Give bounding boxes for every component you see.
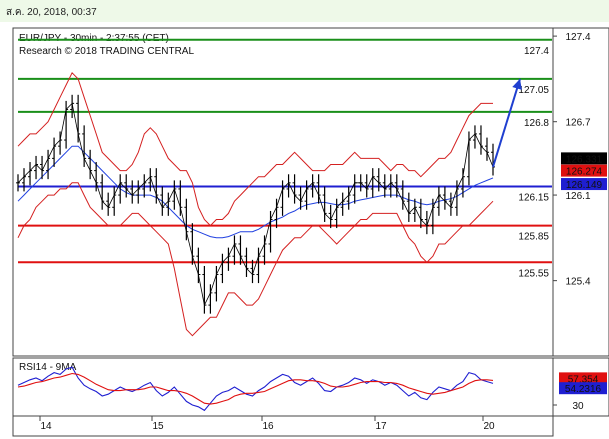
y-tick-label: 127.4 <box>565 32 590 43</box>
projection-arrow <box>492 78 521 168</box>
price-tag-label: 126.149 <box>566 180 603 191</box>
timestamp-label: ส.ค. 20, 2018, 00:37 <box>6 7 97 18</box>
level-label: 125.55 <box>518 268 549 279</box>
price-tag-box <box>561 164 607 177</box>
x-tick-label: 16 <box>262 421 274 432</box>
rsi-y-tick-label: 30 <box>572 401 584 412</box>
rsi-tag-label: 57.354 <box>568 374 599 385</box>
y-tick-label: 125.4 <box>565 277 590 288</box>
price-tag-label: 126.331 <box>566 154 603 165</box>
y-tick-label: 126.1 <box>565 191 590 202</box>
bollinger-upper-line <box>17 71 493 227</box>
level-label: 126.15 <box>518 192 549 203</box>
price-tag-label: 126.274 <box>566 167 603 178</box>
price-line <box>17 102 494 307</box>
level-label: 127.4 <box>524 46 549 57</box>
price-axis <box>552 27 609 357</box>
x-tick-label: 20 <box>483 421 495 432</box>
level-label: 127.05 <box>518 85 549 96</box>
rsi-tag-box <box>559 382 607 395</box>
time-axis <box>12 415 554 437</box>
rsi-tag-box <box>559 372 607 385</box>
x-tick-label: 14 <box>40 421 52 432</box>
price-tag-box <box>561 152 607 165</box>
chart-copyright: Research © 2018 TRADING CENTRAL <box>19 46 194 57</box>
chart-title: EUR/JPY - 30min - 2:37:55 (CET) <box>19 33 169 44</box>
moving-average-line <box>17 145 494 239</box>
timestamp-bar: ส.ค. 20, 2018, 00:37 <box>0 0 609 22</box>
x-tick-label: 17 <box>375 421 387 432</box>
rsi-tag-label: 54.2316 <box>565 384 602 395</box>
level-label: 125.85 <box>518 232 549 243</box>
rsi-ma-line <box>17 372 494 405</box>
level-label: 126.8 <box>524 118 549 129</box>
rsi-panel <box>12 357 554 417</box>
price-tag-box <box>561 178 607 191</box>
x-tick-label: 15 <box>152 421 164 432</box>
bollinger-lower-line <box>17 182 494 337</box>
rsi-title: RSI14 - 9MA <box>19 362 77 373</box>
projection-arrow-head <box>512 78 522 90</box>
y-tick-label: 126.7 <box>565 118 590 129</box>
